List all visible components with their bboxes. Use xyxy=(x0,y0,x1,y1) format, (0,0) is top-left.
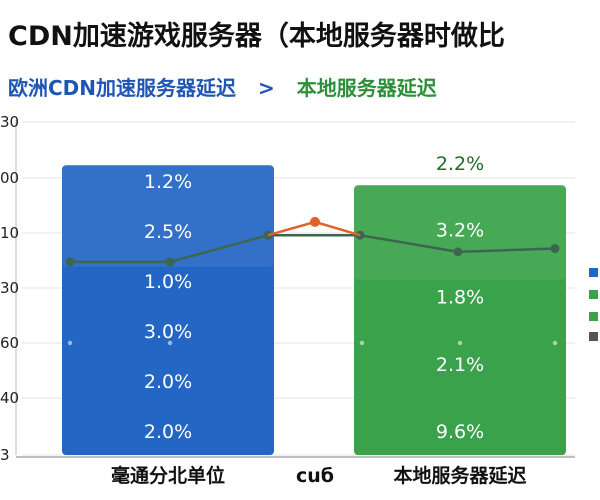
bar-segment-label: 2.2% xyxy=(436,153,484,175)
series-point xyxy=(550,244,560,254)
faint-marker xyxy=(552,340,558,346)
series-point xyxy=(65,257,75,267)
subtitle-left: 欧洲CDN加速服务器延迟 xyxy=(8,76,237,100)
bar-segment-label: 2.0% xyxy=(144,421,192,443)
bar-segment-label: 2.1% xyxy=(436,354,484,376)
bar xyxy=(354,185,566,455)
x-tick-label: cuб xyxy=(296,465,334,487)
subtitle-right: 本地服务器延迟 xyxy=(296,76,437,100)
bar-segment-label: 1.2% xyxy=(144,171,192,193)
bar-segment-label: 9.6% xyxy=(436,421,484,443)
y-tick-label: 30 xyxy=(0,279,19,297)
y-tick-label: 00 xyxy=(0,169,19,187)
legend-swatch xyxy=(589,312,598,321)
series-line xyxy=(70,233,556,264)
bar-highlight xyxy=(354,185,566,280)
legend-swatch xyxy=(589,332,598,341)
bar-highlight xyxy=(62,165,274,267)
y-tick-label: 10 xyxy=(0,224,19,242)
y-axis-ticks: 30 00 10 30 60 40 3 xyxy=(0,113,19,464)
series-point xyxy=(310,216,320,227)
faint-marker xyxy=(67,340,73,346)
y-tick-label: 60 xyxy=(0,334,19,352)
bar-segment-label: 1.8% xyxy=(436,287,484,309)
bar-segment-label: 2.1% xyxy=(144,121,192,143)
bar-segment-label: 1.0% xyxy=(144,271,192,293)
bars xyxy=(62,165,566,456)
legend xyxy=(589,268,598,341)
faint-marker xyxy=(359,340,365,346)
legend-swatch xyxy=(589,268,598,277)
bar-segment-labels: 2.1% 1.2% 2.5% 1.0% 3.0% 2.0% 2.0% 2.2% 3.2% 1.8%… xyxy=(144,121,484,443)
chart-title: CDN加速游戏服务器（本地服务器时做比 xyxy=(8,21,505,52)
y-tick-label: 40 xyxy=(0,389,19,407)
y-tick-label: 3 xyxy=(0,446,10,464)
bar-segment-label: 2.5% xyxy=(144,221,192,243)
y-tick-label: 30 xyxy=(0,113,19,131)
x-tick-label: 毫通分北单位 xyxy=(111,464,225,487)
series-lines xyxy=(65,216,560,346)
bar-segment-label: 3.0% xyxy=(144,321,192,343)
x-axis-ticks: 毫通分北单位 cuб 本地服务器延迟 xyxy=(111,464,527,487)
bar-segment-label: 3.2% xyxy=(436,219,484,241)
bar xyxy=(62,165,274,456)
series-point xyxy=(453,247,463,257)
legend-swatch xyxy=(589,290,598,299)
subtitle-separator: > xyxy=(258,76,275,100)
series-point xyxy=(165,257,175,267)
chart-subtitle: 欧洲CDN加速服务器延迟 > 本地服务器延迟 xyxy=(8,72,598,101)
faint-marker xyxy=(167,340,173,346)
faint-marker xyxy=(457,340,463,346)
bar-segment-label: 2.0% xyxy=(144,371,192,393)
x-tick-label: 本地服务器延迟 xyxy=(393,464,526,487)
